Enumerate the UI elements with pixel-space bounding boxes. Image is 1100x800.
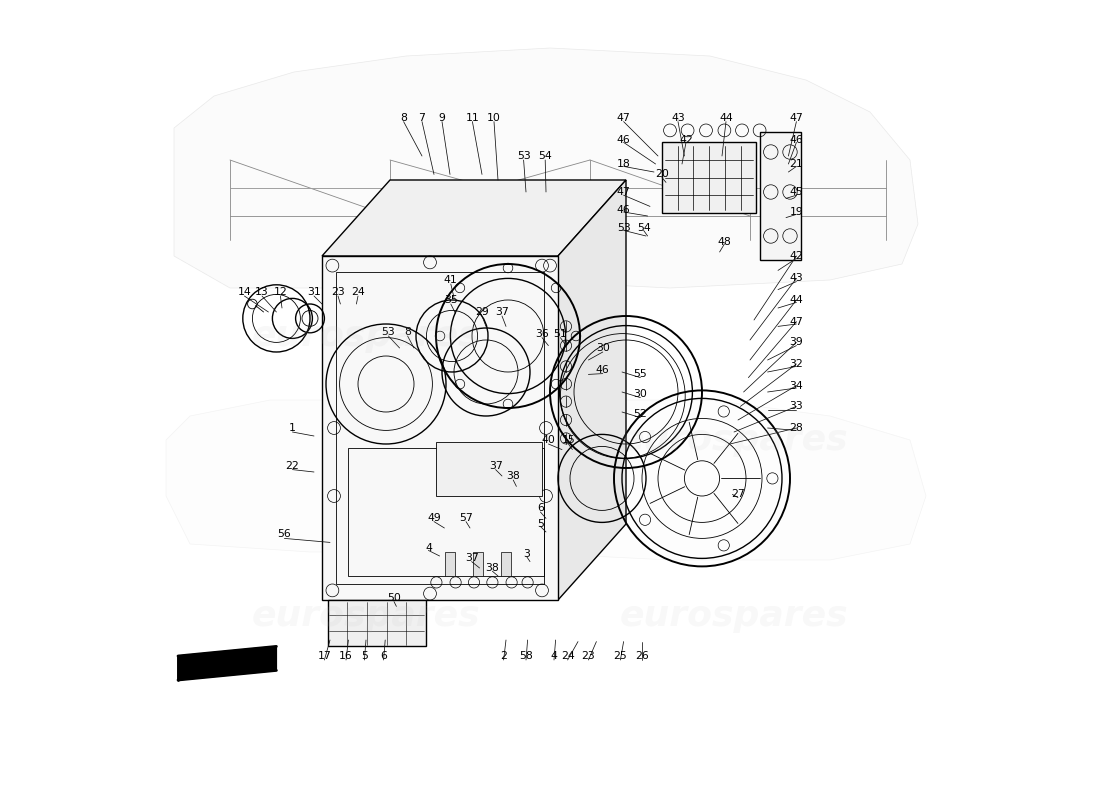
Text: 42: 42 [679,135,693,145]
Text: 24: 24 [561,651,574,661]
Text: eurospares: eurospares [619,599,848,633]
Polygon shape [662,142,757,213]
Text: 11: 11 [465,114,480,123]
Text: 20: 20 [656,170,669,179]
Text: 9: 9 [439,114,446,123]
Text: 44: 44 [719,114,733,123]
Text: 25: 25 [614,651,627,661]
Text: 42: 42 [790,251,803,261]
Text: 43: 43 [671,114,685,123]
Text: eurospares: eurospares [619,423,848,457]
Text: 29: 29 [475,307,488,317]
Text: 33: 33 [790,402,803,411]
Text: 27: 27 [732,490,745,499]
Text: 12: 12 [274,287,287,297]
Text: 49: 49 [427,514,441,523]
Text: 26: 26 [635,651,649,661]
Polygon shape [473,552,483,576]
Text: 2: 2 [500,651,507,661]
Text: 52: 52 [634,410,647,419]
Text: 6: 6 [537,503,543,513]
Text: 14: 14 [238,287,251,297]
Text: 44: 44 [790,295,803,305]
Polygon shape [502,552,510,576]
Text: 38: 38 [506,471,520,481]
Text: eurospares: eurospares [252,599,481,633]
Text: 46: 46 [596,365,609,374]
Text: 16: 16 [339,651,353,661]
Text: 46: 46 [617,135,630,145]
Polygon shape [174,48,918,288]
Text: 8: 8 [400,114,407,123]
Text: 56: 56 [277,530,292,539]
Polygon shape [322,180,626,256]
Text: 55: 55 [634,370,647,379]
Text: 32: 32 [790,359,803,369]
Text: 50: 50 [387,594,400,603]
Text: 4: 4 [425,543,432,553]
Text: 53: 53 [382,327,395,337]
Text: 5: 5 [537,519,543,529]
Text: 23: 23 [582,651,595,661]
Text: 53: 53 [617,223,630,233]
Text: 47: 47 [617,187,630,197]
Text: 7: 7 [419,114,426,123]
Polygon shape [437,442,542,496]
Text: 30: 30 [634,389,647,398]
Text: 47: 47 [790,317,803,326]
Text: 47: 47 [617,114,630,123]
Text: 45: 45 [790,187,803,197]
Polygon shape [558,180,626,600]
Text: 4: 4 [551,651,558,661]
Text: 51: 51 [553,330,568,339]
Text: 47: 47 [790,114,803,123]
Text: 36: 36 [535,330,549,339]
Text: 57: 57 [459,514,473,523]
Text: 37: 37 [464,554,478,563]
Text: 10: 10 [487,114,500,123]
Polygon shape [178,646,276,680]
Text: 18: 18 [617,159,630,169]
Text: 46: 46 [617,205,630,214]
Text: eurospares: eurospares [252,319,481,353]
Polygon shape [166,400,926,560]
Text: 21: 21 [790,159,803,169]
Text: 58: 58 [519,651,532,661]
Text: 48: 48 [717,237,732,246]
Text: 15: 15 [561,435,575,445]
Text: 22: 22 [286,461,299,470]
Text: 6: 6 [381,651,387,661]
Polygon shape [446,552,454,576]
Text: 17: 17 [318,651,331,661]
Text: 13: 13 [255,287,268,297]
Text: 54: 54 [538,151,552,161]
Text: 54: 54 [637,223,650,233]
Text: 35: 35 [444,295,458,305]
Polygon shape [328,600,426,646]
Text: 53: 53 [517,151,530,161]
Text: 34: 34 [790,381,803,390]
Text: 3: 3 [524,549,530,558]
Text: 28: 28 [790,423,803,433]
Text: 8: 8 [404,327,411,337]
Polygon shape [322,256,558,600]
Polygon shape [760,132,801,260]
Text: 19: 19 [790,207,803,217]
Text: 30: 30 [596,343,609,353]
Text: 37: 37 [488,461,503,470]
Text: 38: 38 [485,563,499,573]
Text: 43: 43 [790,274,803,283]
Text: 46: 46 [790,135,803,145]
Text: 41: 41 [444,275,458,285]
Text: 23: 23 [331,287,345,297]
Text: 40: 40 [541,435,556,445]
Text: 37: 37 [495,307,509,317]
Text: 5: 5 [361,651,367,661]
Text: 24: 24 [351,287,365,297]
Text: 39: 39 [790,338,803,347]
Text: 1: 1 [289,423,296,433]
Text: 31: 31 [307,287,321,297]
